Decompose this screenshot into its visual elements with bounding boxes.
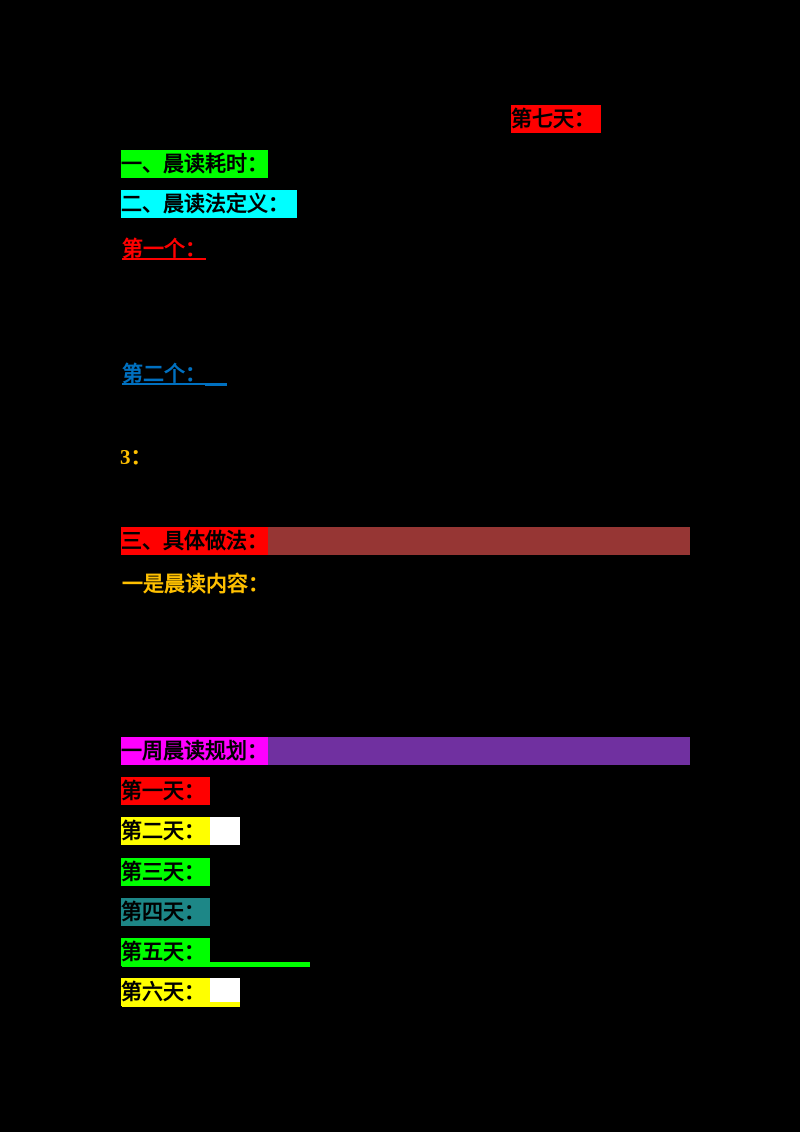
day-2-label: 第二天：: [121, 817, 210, 845]
section-reading-definition: 二、晨读法定义：: [121, 190, 297, 218]
day-5-label: 第五天：: [121, 938, 210, 966]
day-4-label: 第四天：: [121, 898, 210, 926]
blue-underline-tail: [205, 383, 227, 386]
section-week-plan: 一周晨读规划：: [121, 737, 268, 765]
note-first-point: 第一个：: [122, 237, 206, 261]
heading-day7: 第七天：: [511, 105, 601, 133]
day-6-label: 第六天：: [121, 978, 210, 1006]
purple-highlight-bar: [268, 737, 690, 765]
day-5-green-underline: [122, 962, 310, 967]
note-reading-content: 一是晨读内容：: [122, 572, 269, 596]
day-6-yellow-underline: [122, 1002, 240, 1007]
note-second-point: 第二个：: [122, 362, 206, 386]
section-specific-method: 三、具体做法：: [121, 527, 268, 555]
day-2-white-highlight-tail: [210, 817, 240, 845]
day-3-label: 第三天：: [121, 858, 210, 886]
section-reading-time: 一、晨读耗时：: [121, 150, 268, 178]
note-orange-mark: 3：: [120, 445, 152, 469]
day-1-label: 第一天：: [121, 777, 210, 805]
day-6-white-highlight-tail: [210, 978, 240, 1006]
darkred-highlight-bar: [268, 527, 690, 555]
